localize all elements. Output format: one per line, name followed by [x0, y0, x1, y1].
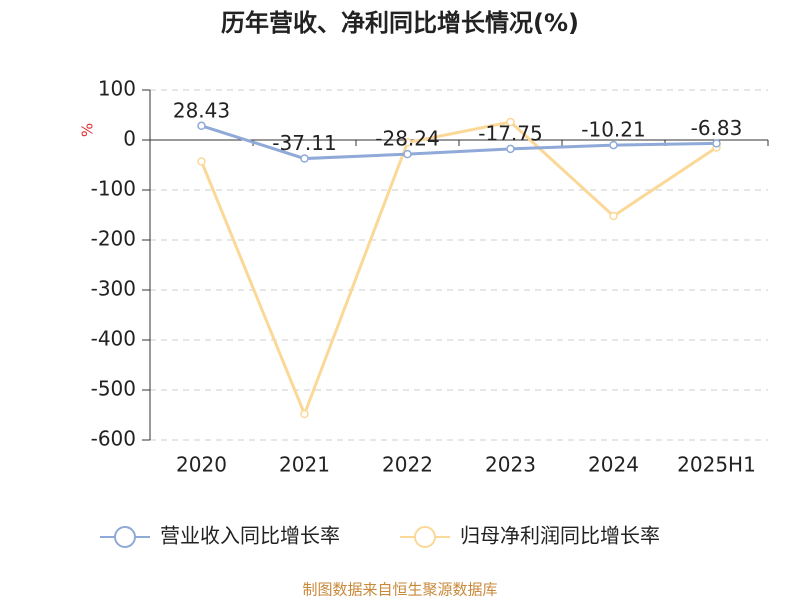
legend-label: 营业收入同比增长率: [160, 524, 340, 548]
data-label: -17.75: [478, 121, 542, 145]
y-tick-label: 100: [98, 77, 136, 101]
series-line: [200, 120, 718, 419]
point: [506, 117, 515, 127]
data-label: -37.11: [272, 131, 336, 155]
x-tick-label: 2021: [279, 453, 330, 477]
x-tick-label: 2024: [588, 453, 639, 477]
x-tick-label: 2020: [176, 453, 227, 477]
legend-label: 归母净利润同比增长率: [460, 524, 660, 548]
point: [609, 211, 618, 221]
data-label: -28.24: [375, 127, 439, 151]
point: [300, 409, 309, 419]
data-label: -6.83: [691, 116, 743, 140]
point: [712, 139, 721, 148]
x-tick-label: 2023: [485, 453, 536, 477]
point: [403, 138, 412, 147]
y-tick-label: -200: [91, 227, 136, 251]
legend-marker: [414, 526, 436, 548]
legend-marker: [114, 526, 136, 548]
point: [197, 157, 206, 166]
data-label: 28.43: [173, 98, 230, 122]
y-tick-label: -400: [91, 327, 136, 351]
y-axis-label: %: [79, 123, 97, 137]
chart-title: 历年营收、净利同比增长情况(%): [221, 9, 579, 37]
point: [197, 121, 206, 131]
x-tick-label: 2022: [382, 453, 433, 477]
x-tick-label: 2025H1: [677, 453, 756, 477]
point: [403, 149, 412, 159]
y-tick-label: -600: [91, 427, 136, 451]
point: [300, 154, 309, 163]
source-note: 制图数据来自恒生聚源数据库: [302, 581, 497, 599]
data-label: -10.21: [581, 118, 645, 142]
series-line: [201, 124, 717, 161]
point: [506, 144, 515, 154]
y-tick-label: -500: [91, 377, 136, 401]
point: [609, 140, 618, 150]
y-tick-label: 0: [123, 127, 136, 151]
y-tick-label: -100: [91, 177, 136, 201]
y-tick-label: -300: [91, 277, 136, 301]
